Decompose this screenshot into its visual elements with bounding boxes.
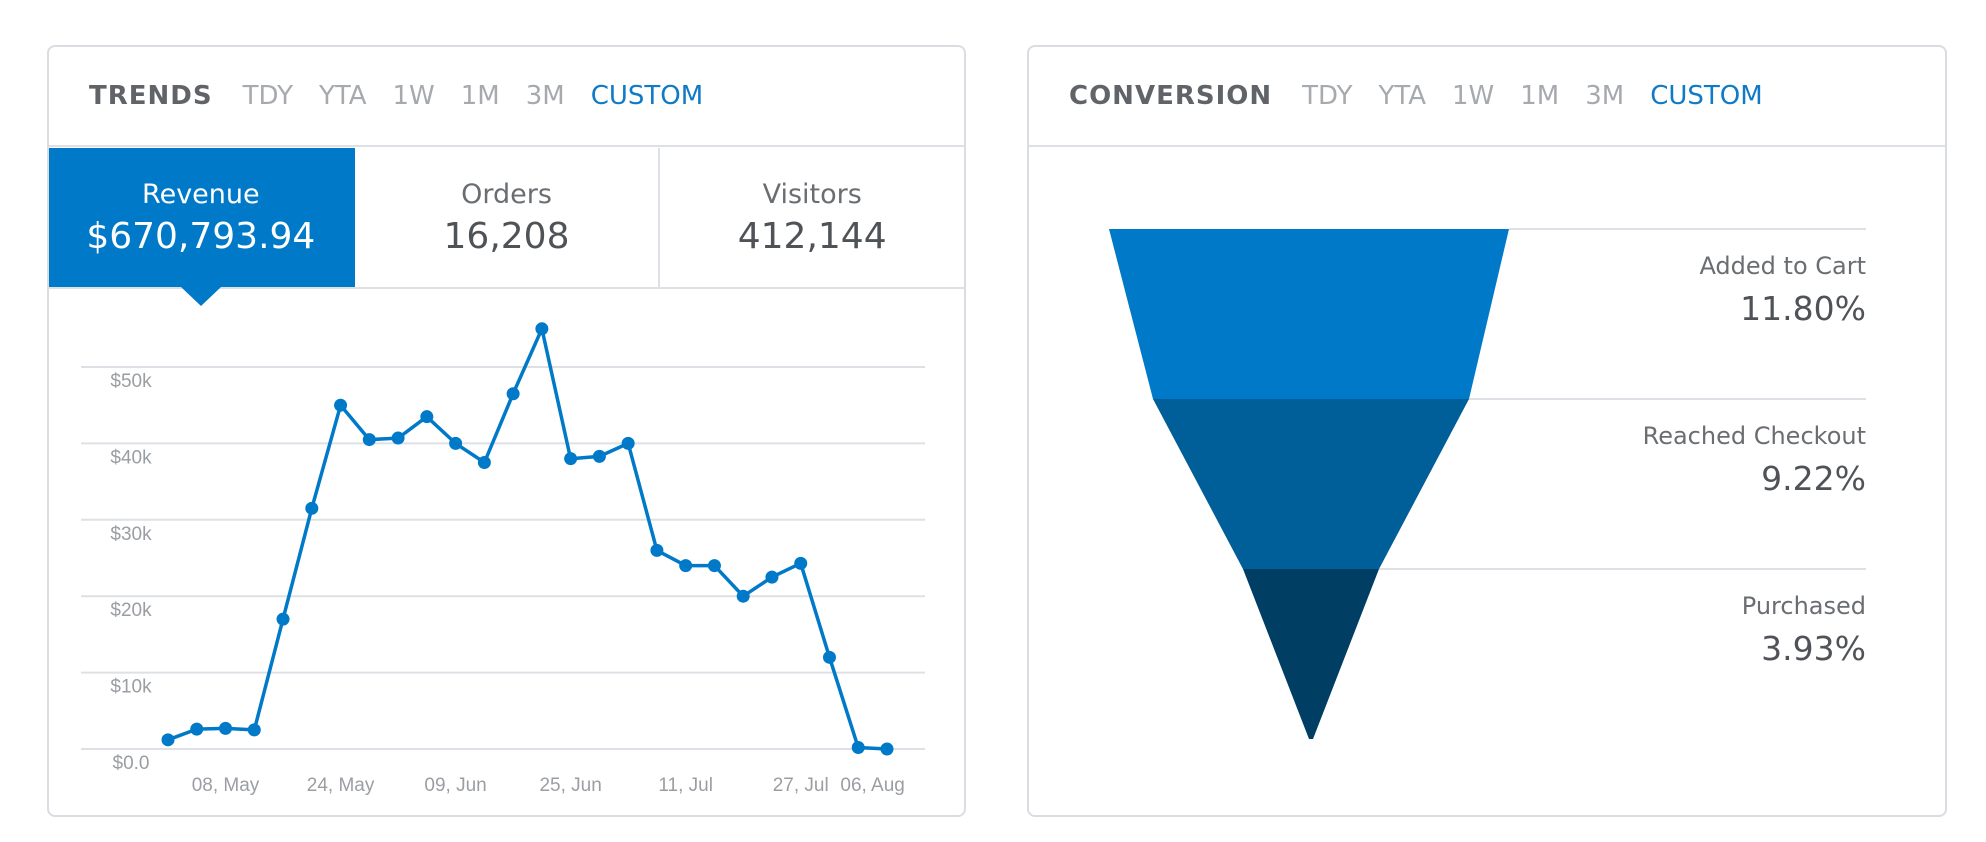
metric-tabs: Revenue $670,793.94 Orders 16,208 Visito… (49, 148, 964, 306)
revenue-data-point[interactable] (736, 589, 750, 603)
revenue-data-point[interactable] (564, 452, 578, 466)
conversion-range-1w[interactable]: 1W (1452, 81, 1495, 111)
y-tick-label: $30k (110, 524, 152, 545)
metric-tab-orders[interactable]: Orders 16,208 (354, 148, 661, 287)
trends-header: TRENDS TDY YTA 1W 1M 3M CUSTOM (49, 47, 964, 147)
conversion-range-1m[interactable]: 1M (1520, 81, 1560, 111)
conversion-range-tdy[interactable]: TDY (1302, 81, 1353, 111)
conversion-range-custom[interactable]: CUSTOM (1650, 81, 1763, 111)
conversion-range-3m[interactable]: 3M (1585, 81, 1625, 111)
funnel-value-added-to-cart: 11.80% (1740, 289, 1866, 328)
x-tick-label: 08, May (192, 775, 260, 796)
metric-tab-visitors[interactable]: Visitors 412,144 (660, 148, 964, 287)
revenue-data-point[interactable] (650, 543, 664, 557)
trends-range-3m[interactable]: 3M (525, 81, 565, 111)
funnel-stage-purchased (1243, 569, 1379, 739)
revenue-data-point[interactable] (794, 556, 808, 570)
trends-range-yta[interactable]: YTA (318, 81, 367, 111)
conversion-card: CONVERSION TDY YTA 1W 1M 3M CUSTOM Added… (1027, 45, 1947, 817)
revenue-data-point[interactable] (679, 559, 693, 573)
funnel-stage-reached-checkout (1153, 399, 1469, 569)
revenue-series-line (167, 327, 888, 751)
metric-label-orders: Orders (461, 178, 552, 210)
revenue-data-point[interactable] (822, 650, 836, 664)
revenue-data-point[interactable] (391, 431, 405, 445)
revenue-data-point[interactable] (190, 722, 204, 736)
revenue-data-point[interactable] (851, 740, 865, 754)
x-tick-label: 27, Jul (773, 775, 829, 796)
trends-title: TRENDS (89, 81, 213, 111)
trends-range-1w[interactable]: 1W (392, 81, 435, 111)
trends-range-custom[interactable]: CUSTOM (590, 81, 704, 111)
funnel-stage-added-to-cart (1109, 229, 1509, 399)
x-tick-label: 11, Jul (658, 775, 713, 796)
funnel-label-purchased: Purchased (1742, 592, 1866, 620)
y-tick-label: $40k (110, 447, 152, 468)
revenue-data-point[interactable] (276, 612, 290, 626)
revenue-data-point[interactable] (449, 436, 463, 450)
funnel-label-added-to-cart: Added to Cart (1699, 252, 1866, 280)
y-tick-label: $20k (110, 600, 152, 621)
metric-label-revenue: Revenue (142, 178, 260, 210)
metric-value-orders: 16,208 (443, 215, 570, 257)
revenue-data-point[interactable] (880, 742, 894, 756)
metric-value-visitors: 412,144 (737, 215, 887, 257)
funnel-label-reached-checkout: Reached Checkout (1643, 422, 1866, 450)
x-tick-label: 24, May (307, 775, 375, 796)
funnel-value-reached-checkout: 9.22% (1761, 459, 1866, 498)
revenue-data-point[interactable] (305, 501, 319, 515)
revenue-data-point[interactable] (334, 398, 348, 412)
y-tick-label: $10k (110, 677, 152, 698)
revenue-data-point[interactable] (592, 449, 606, 463)
revenue-data-point[interactable] (420, 410, 434, 424)
revenue-data-point[interactable] (707, 559, 721, 573)
x-tick-label: 25, Jun (539, 775, 601, 796)
conversion-title: CONVERSION (1069, 81, 1273, 111)
trends-card: TRENDS TDY YTA 1W 1M 3M CUSTOM Revenue $… (47, 45, 966, 817)
trends-range-1m[interactable]: 1M (460, 81, 500, 111)
revenue-data-point[interactable] (247, 723, 261, 737)
revenue-data-point[interactable] (219, 721, 233, 735)
conversion-funnel-chart: Added to Cart 11.80% Reached Checkout 9.… (1109, 228, 1866, 739)
funnel-value-purchased: 3.93% (1761, 629, 1866, 668)
revenue-line-chart: $0.0 $10k $20k $30k $40k $50k 08, May 24, May 09… (81, 322, 925, 796)
metric-label-visitors: Visitors (762, 178, 862, 210)
x-tick-label: 06, Aug (840, 775, 904, 796)
trends-range-tdy[interactable]: TDY (242, 81, 293, 111)
revenue-data-point[interactable] (765, 570, 779, 584)
revenue-data-point[interactable] (506, 387, 520, 401)
y-tick-label: $0.0 (113, 753, 150, 774)
active-tab-pointer (180, 287, 221, 306)
y-tick-label: $50k (110, 371, 152, 392)
conversion-header: CONVERSION TDY YTA 1W 1M 3M CUSTOM (1029, 47, 1945, 147)
metric-tab-revenue[interactable]: Revenue $670,793.94 (49, 148, 355, 306)
conversion-range-yta[interactable]: YTA (1378, 81, 1427, 111)
metric-value-revenue: $670,793.94 (86, 215, 316, 257)
revenue-data-point[interactable] (477, 456, 491, 469)
revenue-data-point[interactable] (621, 436, 635, 450)
revenue-data-point[interactable] (535, 322, 549, 336)
revenue-data-point[interactable] (161, 733, 175, 747)
x-tick-label: 09, Jun (424, 775, 486, 796)
revenue-data-point[interactable] (362, 433, 376, 447)
